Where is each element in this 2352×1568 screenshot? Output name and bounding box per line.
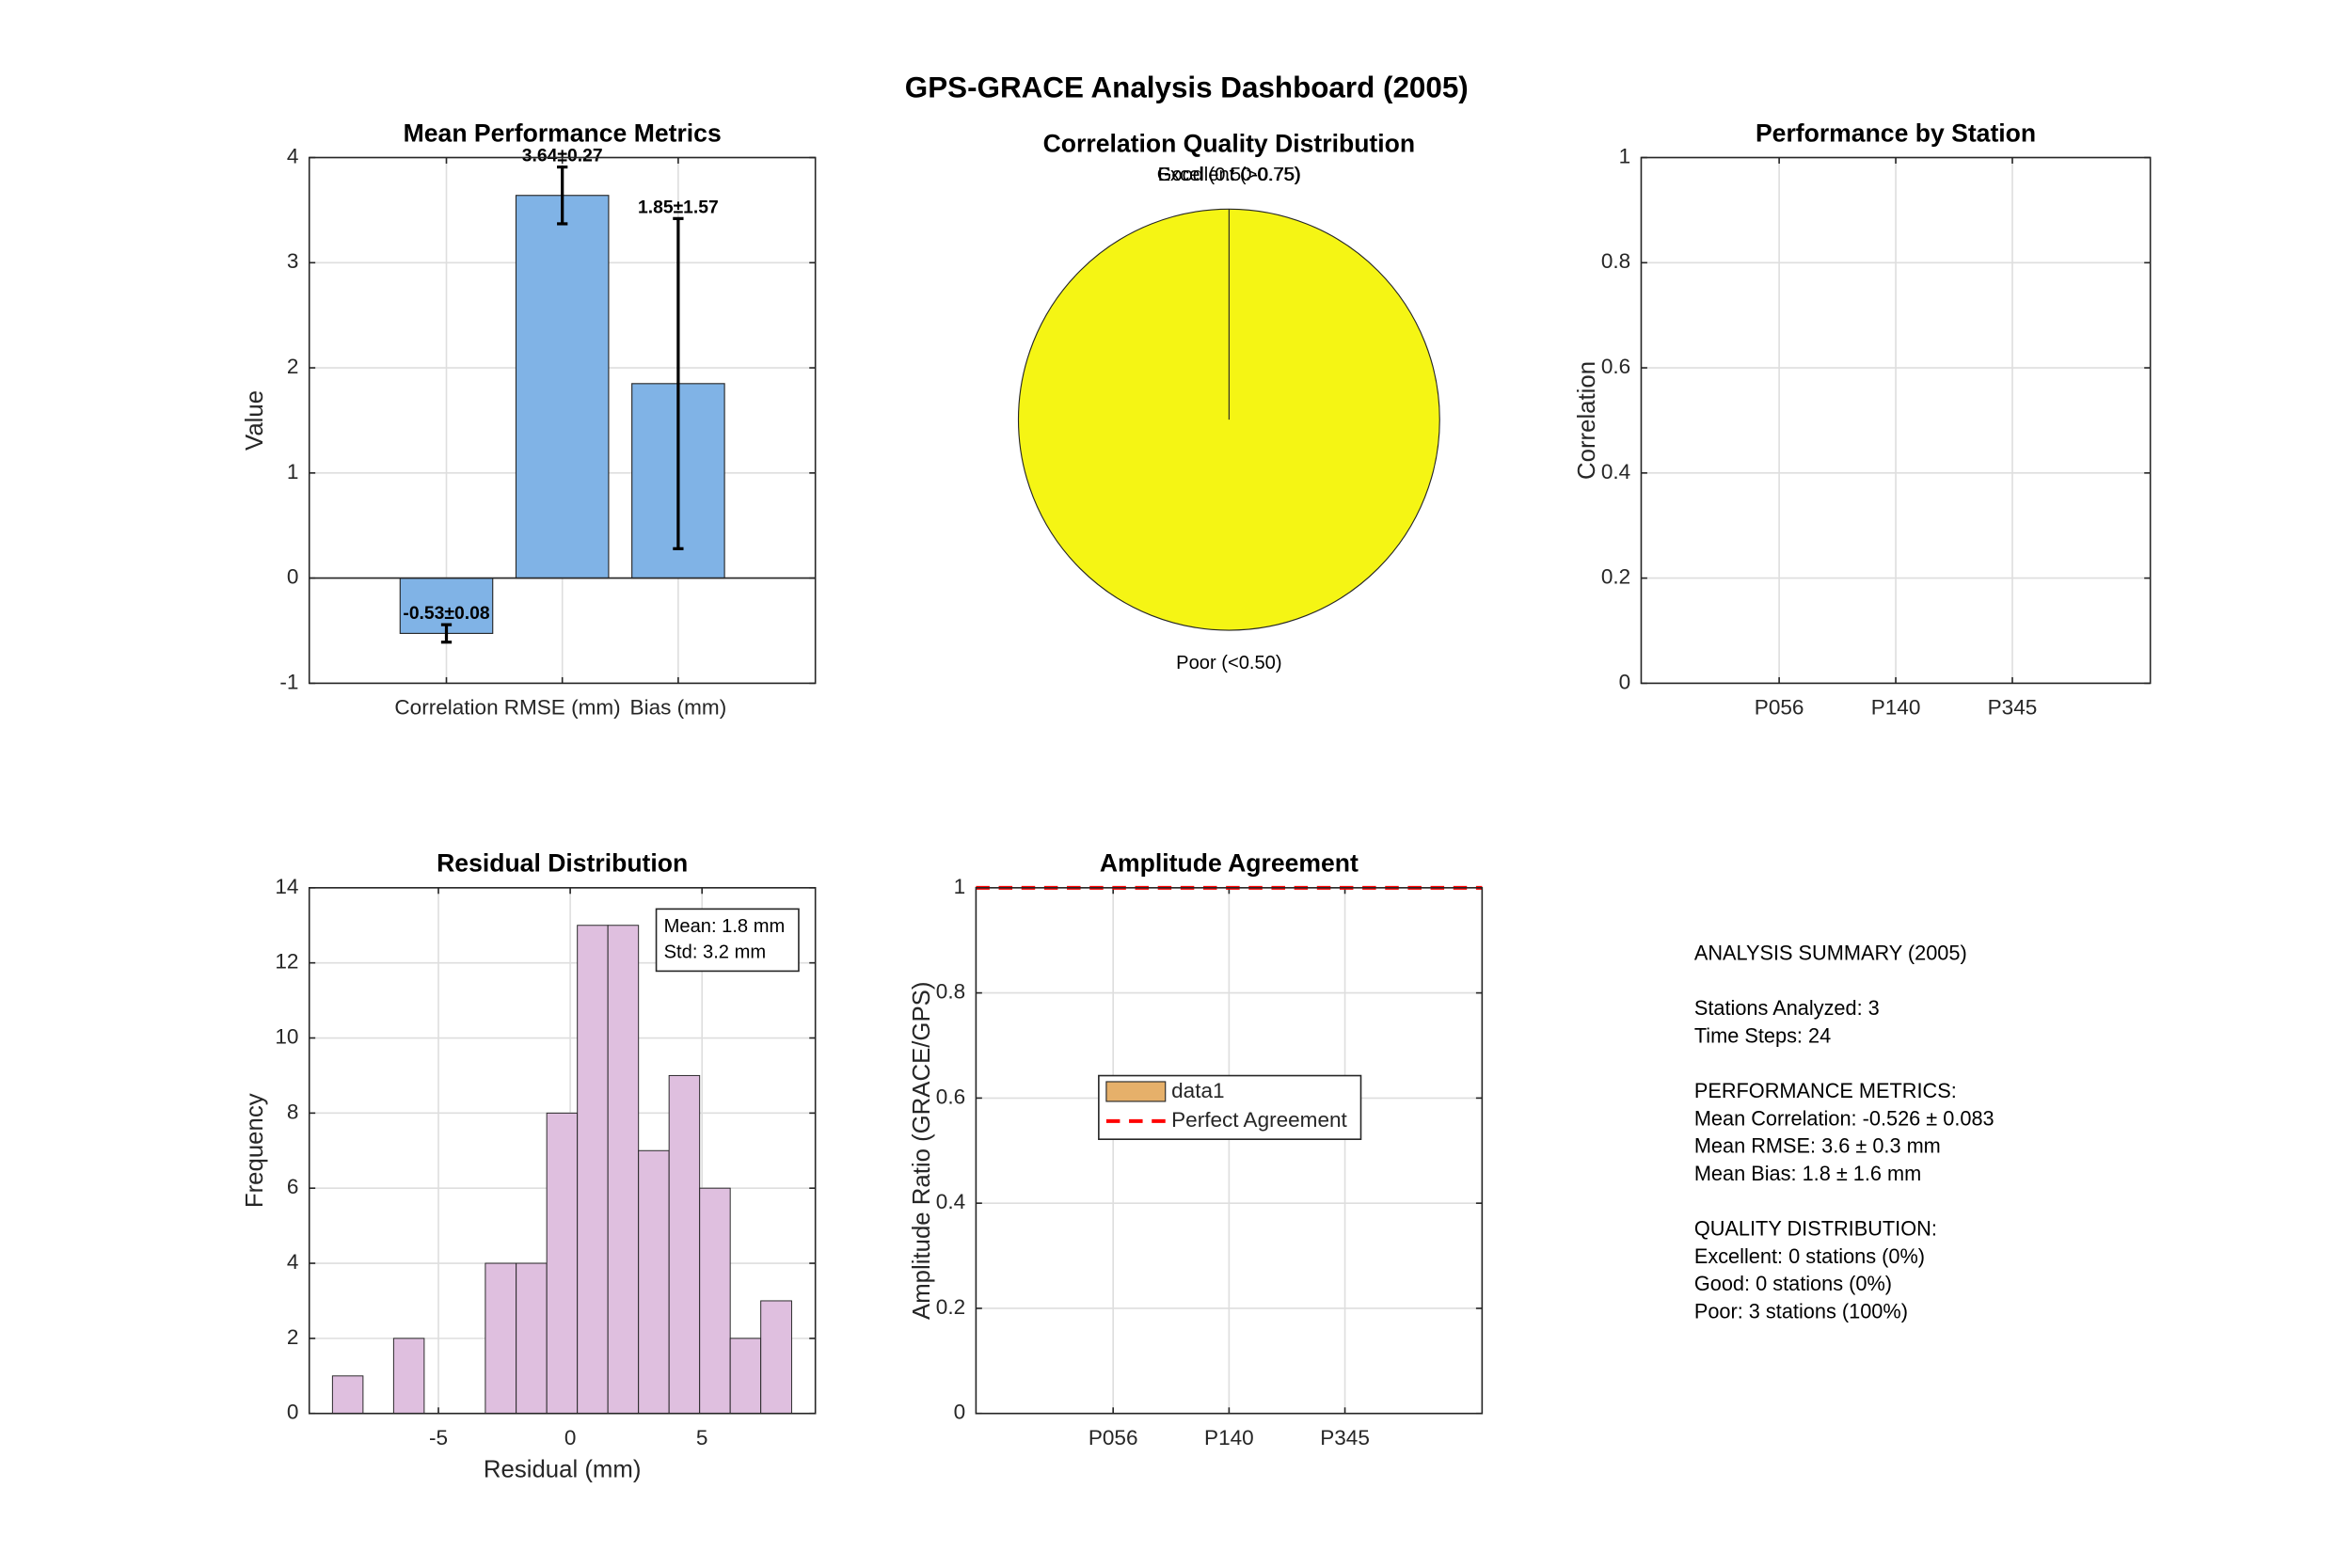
y-tick-label: 2: [287, 1325, 299, 1349]
histogram-bar: [668, 1074, 701, 1415]
legend-swatch: [1105, 1081, 1167, 1102]
axes-box: [308, 887, 817, 1415]
y-tick-label: 4: [287, 1250, 299, 1274]
error-bar: [440, 623, 453, 644]
x-tick-label: -5: [429, 1426, 448, 1449]
legend-label: Perfect Agreement: [1171, 1108, 1347, 1132]
y-tick-label: 3: [287, 249, 299, 273]
axes-box: [1640, 156, 2152, 685]
histogram-bar: [546, 1112, 579, 1415]
histogram-bar: [516, 1262, 548, 1415]
x-axis-label: Residual (mm): [484, 1457, 642, 1483]
slice-label: Excellent (>0.75): [1158, 165, 1301, 185]
value-label: -0.53±0.08: [403, 604, 489, 624]
histogram-bar: [760, 1300, 792, 1415]
y-tick-label: 0.4: [936, 1190, 965, 1213]
chart-title: Mean Performance Metrics: [404, 119, 722, 147]
histogram-bar: [485, 1262, 517, 1415]
y-tick-label: 0: [954, 1401, 966, 1424]
slice-label: Poor (<0.50): [1176, 653, 1281, 673]
summary-line: Poor: 3 stations (100%): [1694, 1300, 1908, 1323]
y-tick-label: 12: [275, 950, 298, 974]
histogram-bar: [729, 1338, 762, 1415]
y-axis-label: Frequency: [242, 1093, 268, 1208]
chart-title: Correlation Quality Distribution: [1043, 130, 1416, 158]
x-tick-label: P056: [1089, 1426, 1138, 1449]
histogram-bar: [699, 1187, 731, 1415]
y-tick-label: 0.4: [1601, 460, 1630, 483]
y-tick-label: 0: [287, 565, 299, 589]
y-tick-label: 0.2: [1601, 565, 1630, 589]
histogram-bar: [577, 925, 609, 1415]
summary-line: Mean Correlation: -0.526 ± 0.083: [1694, 1106, 1994, 1130]
summary-line: Mean Bias: 1.8 ± 1.6 mm: [1694, 1162, 1921, 1185]
value-label: 3.64±0.27: [522, 146, 603, 166]
x-tick-label: P345: [1988, 696, 2038, 720]
y-tick-label: 1: [287, 460, 299, 483]
chart-title: Residual Distribution: [437, 849, 688, 878]
summary-line: PERFORMANCE METRICS:: [1694, 1079, 1957, 1102]
y-axis-label: Value: [242, 390, 268, 451]
figure-title: GPS-GRACE Analysis Dashboard (2005): [905, 71, 1469, 103]
summary-line: Good: 0 stations (0%): [1694, 1272, 1892, 1295]
y-tick-label: 1: [954, 875, 966, 898]
bar: [515, 195, 610, 579]
y-tick-label: 0.6: [936, 1085, 965, 1108]
slice-label: Good (0.50-0.75): [1157, 165, 1301, 185]
y-tick-label: 14: [275, 875, 298, 898]
y-tick-label: 4: [287, 144, 299, 167]
annotation-box: [655, 908, 800, 973]
x-tick-label: Bias (mm): [630, 696, 727, 720]
x-tick-label: P140: [1204, 1426, 1254, 1449]
x-tick-label: P345: [1320, 1426, 1370, 1449]
y-tick-label: 0.6: [1601, 355, 1630, 378]
y-axis-label: Correlation: [1574, 361, 1600, 480]
annotation-text: Mean: 1.8 mm: [664, 916, 786, 937]
y-tick-label: -1: [279, 670, 298, 693]
chart-title: Performance by Station: [1756, 119, 2036, 147]
summary-line: Stations Analyzed: 3: [1694, 996, 1880, 1020]
x-tick-label: Correlation: [394, 696, 498, 720]
y-axis-label: Amplitude Ratio (GRACE/GPS): [909, 982, 935, 1320]
y-tick-label: 6: [287, 1175, 299, 1198]
axes-box: [308, 156, 817, 685]
histogram-bar: [392, 1338, 425, 1415]
axes-box: [975, 887, 1484, 1415]
annotation-text: Std: 3.2 mm: [664, 942, 767, 962]
summary-line: Time Steps: 24: [1694, 1023, 1831, 1047]
histogram-bar: [607, 925, 640, 1415]
x-tick-label: 5: [696, 1426, 708, 1449]
error-bar: [673, 216, 684, 550]
y-tick-label: 0: [1619, 670, 1631, 693]
y-tick-label: 0: [287, 1401, 299, 1424]
histogram-bar: [331, 1375, 364, 1415]
legend-label: data1: [1171, 1079, 1224, 1102]
y-tick-label: 2: [287, 355, 299, 378]
error-bar: [557, 165, 568, 226]
y-tick-label: 0.2: [936, 1295, 965, 1319]
histogram-bar: [638, 1149, 670, 1415]
y-tick-label: 0.8: [1601, 249, 1630, 273]
summary-line: ANALYSIS SUMMARY (2005): [1694, 941, 1967, 964]
summary-line: Mean RMSE: 3.6 ± 0.3 mm: [1694, 1134, 1941, 1158]
summary-line: Excellent: 0 stations (0%): [1694, 1244, 1925, 1268]
value-label: 1.85±1.57: [638, 198, 719, 217]
x-tick-label: 0: [564, 1426, 577, 1449]
summary-line: QUALITY DISTRIBUTION:: [1694, 1217, 1937, 1241]
x-tick-label: P140: [1871, 696, 1921, 720]
y-tick-label: 10: [275, 1024, 298, 1048]
x-tick-label: RMSE (mm): [504, 696, 621, 720]
y-tick-label: 8: [287, 1100, 299, 1123]
chart-title: Amplitude Agreement: [1100, 849, 1359, 878]
y-tick-label: 1: [1619, 144, 1631, 167]
y-tick-label: 0.8: [936, 980, 965, 1004]
x-tick-label: P056: [1755, 696, 1804, 720]
